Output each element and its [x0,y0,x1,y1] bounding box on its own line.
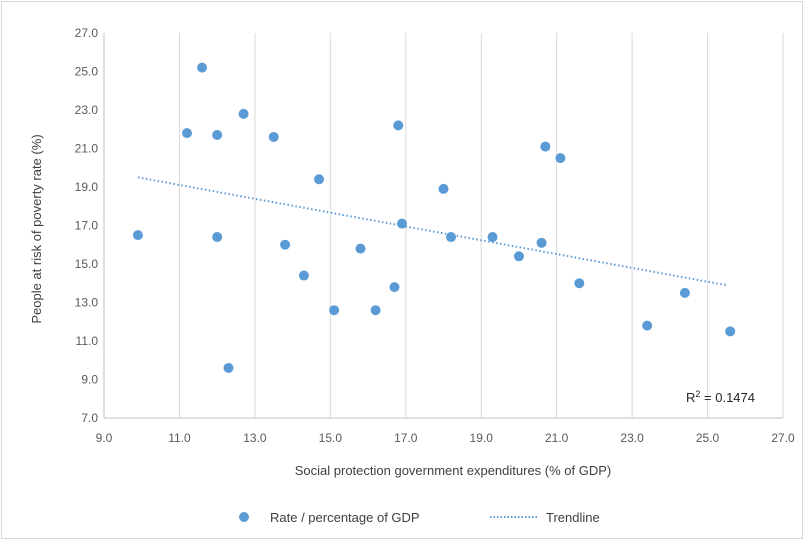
x-tick-label: 17.0 [394,431,418,445]
y-tick-labels: 7.0 9.0 11.0 13.0 15.0 17.0 19.0 21.0 23.0 25.0 27… [75,26,99,425]
legend: Rate / percentage of GDP Trendline [239,510,600,525]
data-point [446,232,457,243]
data-point [132,230,143,241]
x-tick-label: 11.0 [168,431,191,445]
data-point [397,218,408,229]
y-tick-label: 15.0 [75,257,99,271]
r-squared-annotation: R2 = 0.1474 [686,389,755,405]
data-point [389,282,400,293]
data-point [298,270,309,281]
data-point [329,305,340,316]
data-point [280,239,291,250]
x-tick-label: 23.0 [620,431,644,445]
y-tick-label: 27.0 [75,26,99,40]
x-tick-label: 25.0 [696,431,720,445]
x-tick-label: 13.0 [243,431,267,445]
data-point [679,287,690,298]
data-point [393,120,404,131]
data-point [212,130,223,141]
axes [103,33,783,419]
data-point [487,232,498,243]
x-axis-title: Social protection government expenditure… [295,463,612,478]
y-tick-label: 21.0 [75,142,99,156]
y-tick-label: 11.0 [76,334,99,348]
gridlines [178,33,784,418]
y-tick-label: 19.0 [75,180,99,194]
data-point [513,251,524,262]
data-point [238,108,249,119]
data-point [181,128,192,139]
data-point [574,278,585,289]
r-squared-value: = 0.1474 [700,390,755,405]
data-point [725,326,736,337]
data-point [555,153,566,164]
legend-marker-circle [239,512,249,522]
r-squared-superscript: 2 [695,389,700,399]
data-point [212,232,223,243]
y-axis-title: People at risk of poverty rate (%) [29,134,44,323]
y-tick-label: 25.0 [75,65,99,79]
data-point [223,362,234,373]
legend-label-points: Rate / percentage of GDP [270,510,420,525]
x-tick-label: 27.0 [771,431,795,445]
y-tick-label: 23.0 [75,103,99,117]
data-point [642,320,653,331]
data-point [540,141,551,152]
data-points [132,62,736,373]
trendline [137,176,727,287]
data-point [438,183,449,194]
y-tick-label: 7.0 [81,411,98,425]
legend-item-points: Rate / percentage of GDP [239,510,420,525]
x-tick-labels: 9.0 11.0 13.0 15.0 17.0 19.0 21.0 23.0 25.0 27.0 [96,431,795,445]
data-point [197,62,208,73]
x-tick-label: 21.0 [545,431,569,445]
legend-item-trendline: Trendline [490,510,600,525]
r-squared-symbol: R [686,390,695,405]
data-point [355,243,366,254]
x-tick-label: 9.0 [96,431,113,445]
data-point [370,305,381,316]
data-point [536,237,547,248]
legend-label-trendline: Trendline [546,510,600,525]
y-tick-label: 9.0 [81,373,98,387]
data-point [314,174,325,185]
trendline-layer [137,176,727,287]
x-tick-label: 19.0 [470,431,494,445]
y-tick-label: 13.0 [75,296,99,310]
x-tick-label: 15.0 [319,431,343,445]
data-point [268,131,279,142]
y-tick-label: 17.0 [75,219,99,233]
